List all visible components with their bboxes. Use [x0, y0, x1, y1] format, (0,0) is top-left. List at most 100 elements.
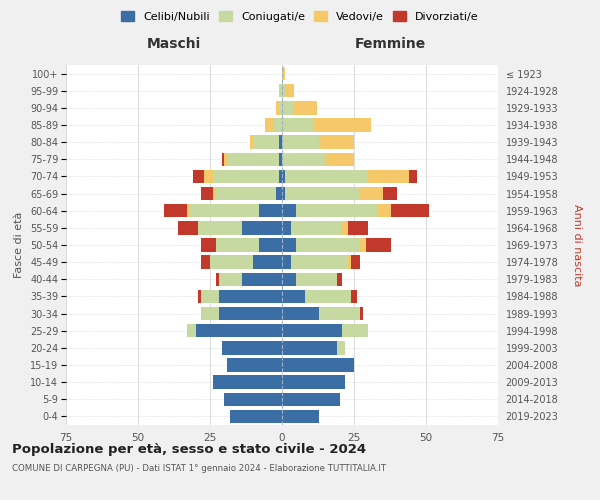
Bar [360, 187, 383, 200]
Bar [282, 376, 346, 389]
Bar [242, 221, 282, 234]
Bar [377, 204, 391, 218]
Bar [282, 307, 319, 320]
Bar [279, 136, 282, 149]
Bar [218, 290, 282, 303]
Bar [213, 376, 282, 389]
Bar [351, 256, 360, 269]
Bar [296, 238, 360, 252]
Bar [230, 410, 282, 423]
Y-axis label: Fasce di età: Fasce di età [14, 212, 25, 278]
Bar [276, 187, 282, 200]
Bar [216, 238, 259, 252]
Text: Maschi: Maschi [147, 36, 201, 51]
Bar [282, 187, 285, 200]
Bar [365, 238, 391, 252]
Bar [282, 324, 343, 338]
Bar [164, 204, 187, 218]
Bar [325, 152, 354, 166]
Bar [202, 307, 218, 320]
Bar [178, 221, 199, 234]
Bar [343, 221, 348, 234]
Bar [224, 152, 227, 166]
Bar [279, 84, 282, 98]
Bar [368, 170, 409, 183]
Bar [265, 118, 274, 132]
Bar [204, 170, 213, 183]
Bar [253, 256, 282, 269]
Bar [227, 358, 282, 372]
Bar [213, 187, 216, 200]
Bar [282, 272, 296, 286]
Bar [218, 272, 242, 286]
Bar [337, 272, 343, 286]
Bar [221, 341, 282, 354]
Bar [282, 84, 285, 98]
Bar [391, 204, 429, 218]
Bar [348, 221, 368, 234]
Bar [360, 238, 365, 252]
Bar [319, 136, 354, 149]
Bar [285, 170, 368, 183]
Bar [213, 170, 279, 183]
Bar [279, 152, 282, 166]
Bar [290, 256, 348, 269]
Bar [190, 204, 259, 218]
Bar [383, 187, 397, 200]
Bar [282, 170, 285, 183]
Bar [282, 410, 319, 423]
Bar [282, 341, 337, 354]
Bar [409, 170, 418, 183]
Bar [282, 67, 285, 80]
Bar [314, 118, 371, 132]
Bar [293, 101, 317, 114]
Bar [282, 392, 340, 406]
Bar [218, 307, 282, 320]
Bar [202, 187, 213, 200]
Bar [202, 290, 218, 303]
Bar [319, 307, 360, 320]
Legend: Celibi/Nubili, Coniugati/e, Vedovi/e, Divorziati/e: Celibi/Nubili, Coniugati/e, Vedovi/e, Di… [118, 8, 482, 25]
Bar [224, 392, 282, 406]
Text: COMUNE DI CARPEGNA (PU) - Dati ISTAT 1° gennaio 2024 - Elaborazione TUTTITALIA.I: COMUNE DI CARPEGNA (PU) - Dati ISTAT 1° … [12, 464, 386, 473]
Bar [282, 256, 290, 269]
Bar [282, 136, 319, 149]
Bar [296, 204, 377, 218]
Bar [221, 152, 224, 166]
Bar [282, 238, 296, 252]
Bar [259, 238, 282, 252]
Bar [343, 324, 368, 338]
Bar [196, 324, 282, 338]
Bar [282, 152, 325, 166]
Bar [274, 118, 282, 132]
Bar [285, 187, 360, 200]
Bar [348, 256, 351, 269]
Bar [351, 290, 357, 303]
Bar [282, 290, 305, 303]
Bar [216, 187, 276, 200]
Text: Femmine: Femmine [355, 36, 425, 51]
Bar [296, 272, 337, 286]
Bar [282, 118, 314, 132]
Bar [250, 136, 253, 149]
Bar [187, 204, 190, 218]
Y-axis label: Anni di nascita: Anni di nascita [572, 204, 583, 286]
Bar [285, 84, 293, 98]
Bar [216, 272, 218, 286]
Bar [290, 221, 343, 234]
Bar [279, 101, 282, 114]
Bar [253, 136, 279, 149]
Bar [210, 256, 253, 269]
Bar [282, 204, 296, 218]
Bar [279, 170, 282, 183]
Bar [202, 238, 216, 252]
Bar [199, 290, 202, 303]
Bar [193, 170, 204, 183]
Bar [282, 221, 290, 234]
Bar [360, 307, 362, 320]
Bar [242, 272, 282, 286]
Bar [259, 204, 282, 218]
Bar [199, 221, 242, 234]
Bar [187, 324, 196, 338]
Bar [305, 290, 351, 303]
